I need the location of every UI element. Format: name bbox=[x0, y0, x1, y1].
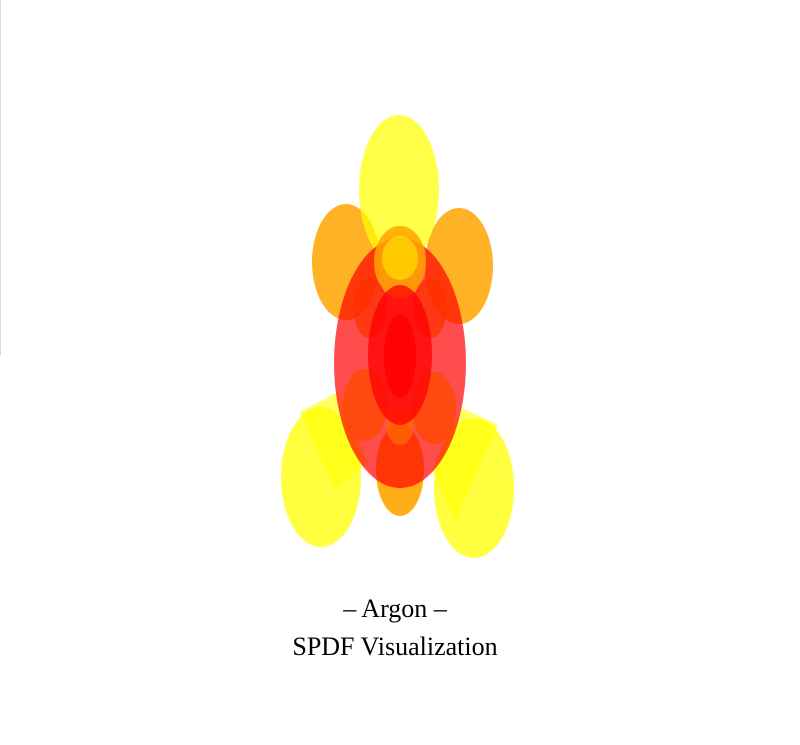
lobe-lower-left-wedge bbox=[300, 392, 368, 490]
inner-top-yellow bbox=[382, 236, 418, 280]
caption-title: – Argon – bbox=[343, 594, 447, 623]
lobe-top-yellow bbox=[359, 115, 439, 265]
spdf-visualization bbox=[281, 115, 514, 558]
core-red-inner bbox=[384, 314, 416, 398]
left-edge-line bbox=[0, 0, 1, 355]
caption-subtitle: SPDF Visualization bbox=[292, 632, 498, 661]
caption: – Argon – SPDF Visualization bbox=[0, 590, 790, 666]
